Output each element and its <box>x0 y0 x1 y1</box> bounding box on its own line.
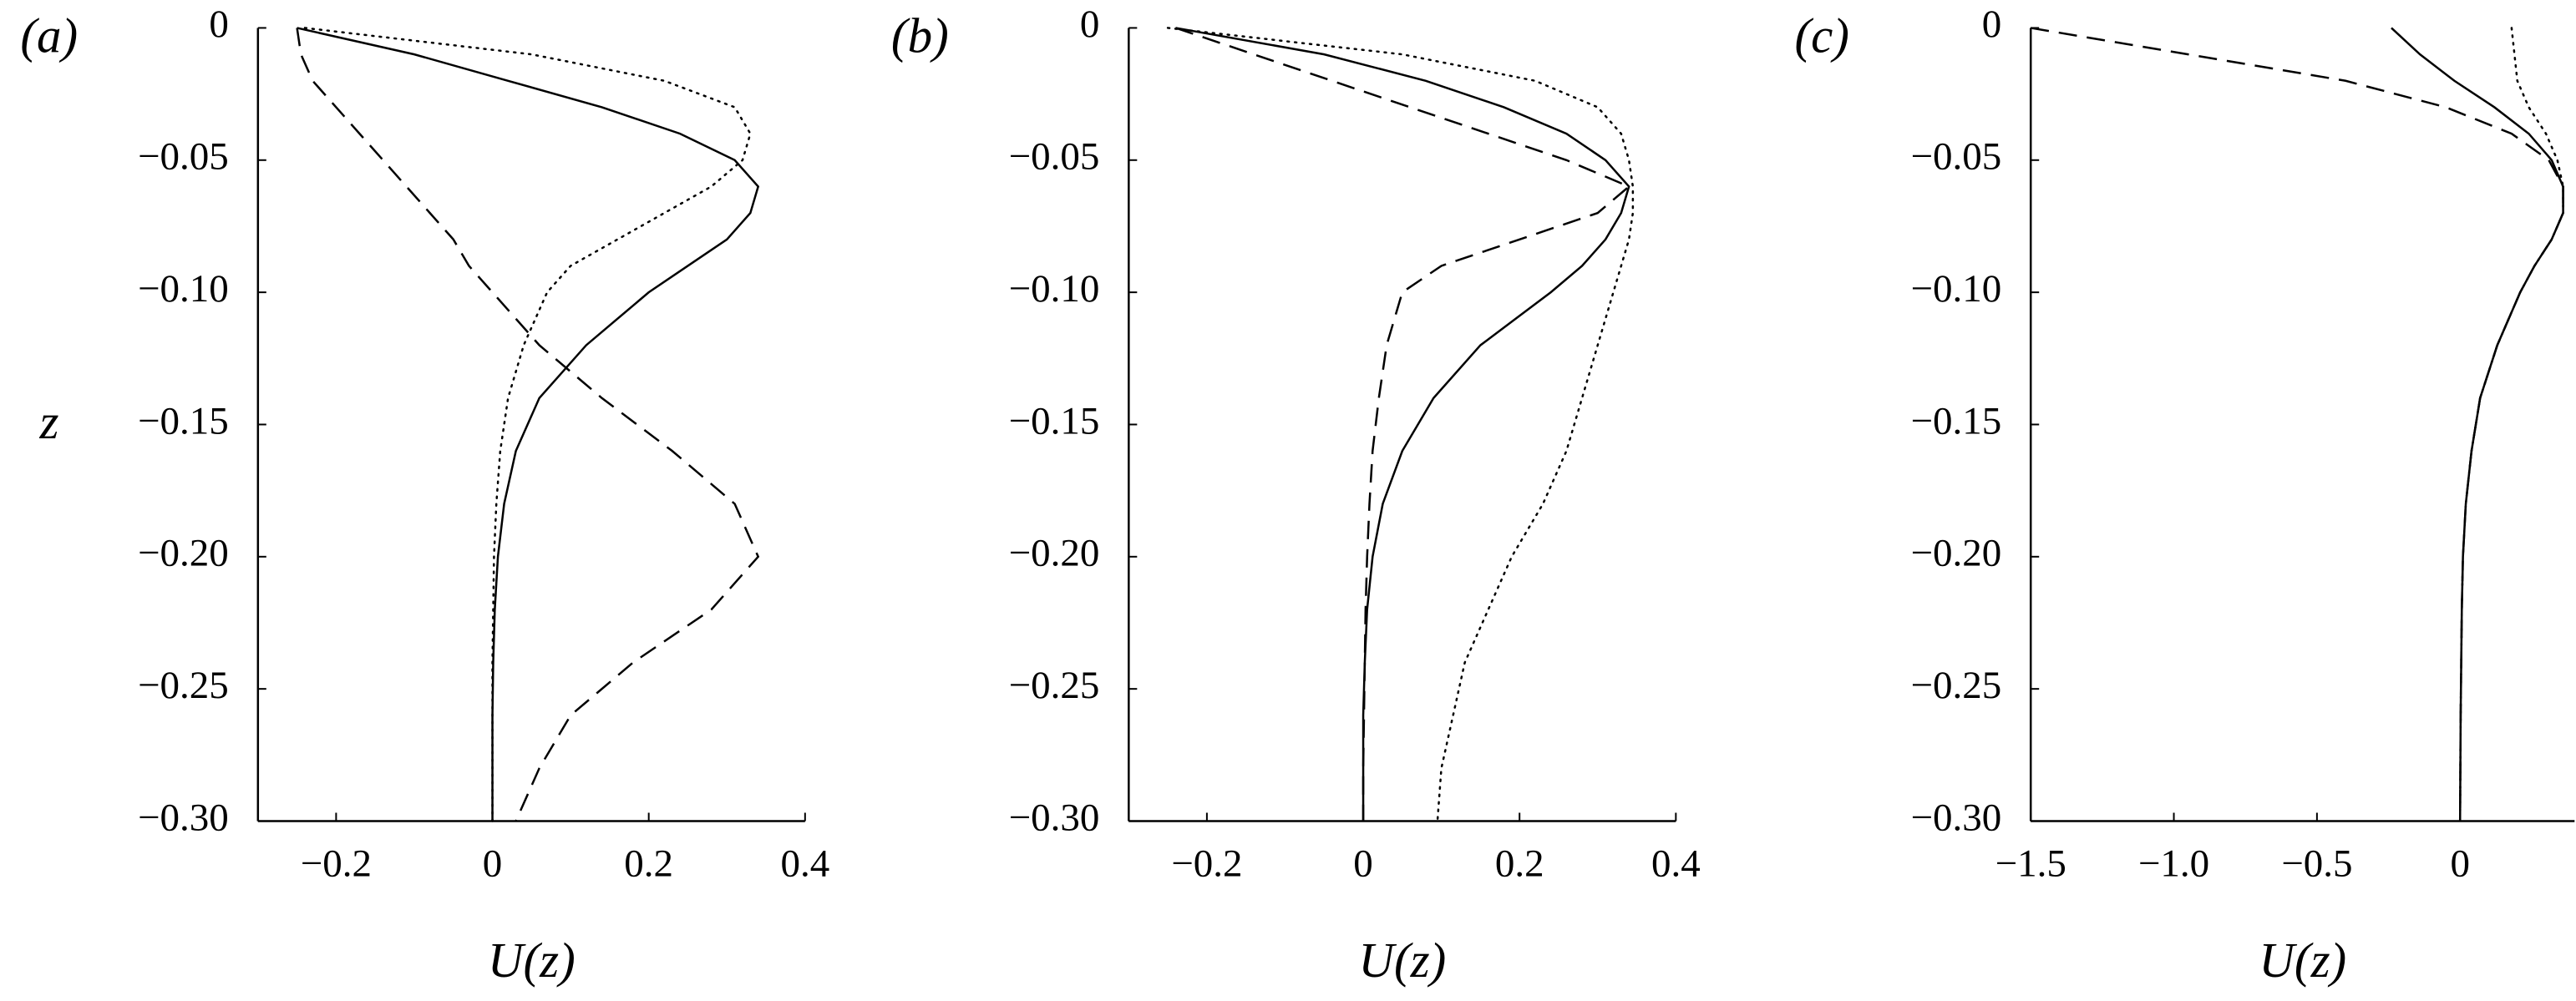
y-tick-label: −0.05 <box>1910 135 2001 179</box>
x-axis-label: U(z) <box>2259 933 2346 988</box>
y-tick-label: −0.25 <box>1910 664 2001 707</box>
y-tick-label: −0.20 <box>138 532 229 575</box>
profile-line <box>296 28 760 822</box>
x-tick-label: −0.2 <box>1171 842 1242 885</box>
x-axis-label: U(z) <box>488 933 576 988</box>
y-tick-label: −0.20 <box>1009 532 1100 575</box>
x-tick-label: 0 <box>483 842 503 885</box>
panel-label: (b) <box>891 8 949 63</box>
y-tick-label: −0.30 <box>1009 796 1100 839</box>
y-tick-label: −0.30 <box>138 796 229 839</box>
profile-line <box>297 27 760 822</box>
x-tick-label: −1.5 <box>1995 842 2066 885</box>
y-tick-label: 0 <box>1080 3 1100 46</box>
panel: 0−0.05−0.10−0.15−0.20−0.25−0.30−0.2 0 0.2 0… <box>20 3 829 988</box>
y-tick-label: −0.10 <box>1910 267 2001 311</box>
x-tick-label: 0 <box>1353 842 1373 885</box>
x-tick-label: −1.0 <box>2138 842 2209 885</box>
x-tick-label: 0 <box>2450 842 2470 885</box>
x-tick-label: −0.5 <box>2281 842 2352 885</box>
x-tick-label: 0.4 <box>780 842 829 885</box>
y-tick-label: −0.25 <box>138 664 229 707</box>
y-tick-label: −0.30 <box>1910 796 2001 839</box>
y-axis-label: z <box>39 394 59 449</box>
profile-line <box>2391 27 2564 822</box>
profile-line <box>2031 27 2564 822</box>
profile-line <box>1175 27 1630 822</box>
x-tick-label: −0.2 <box>301 842 372 885</box>
y-tick-label: −0.15 <box>138 399 229 442</box>
x-tick-label: 0.2 <box>1495 842 1544 885</box>
y-tick-label: 0 <box>1982 3 2002 46</box>
x-axis-label: U(z) <box>1358 933 1446 988</box>
profile-line <box>1166 27 1635 822</box>
y-tick-label: −0.20 <box>1910 532 2001 575</box>
panel: 0−0.05−0.10−0.15−0.20−0.25−0.30−0.2 0 0.2 0… <box>891 3 1701 988</box>
profile-line <box>1175 27 1631 822</box>
y-tick-label: −0.25 <box>1009 664 1100 707</box>
y-tick-label: −0.05 <box>1009 135 1100 179</box>
panel-label: (c) <box>1794 8 1848 63</box>
y-tick-label: −0.05 <box>138 135 229 179</box>
y-tick-label: −0.15 <box>1910 399 2001 442</box>
y-tick-label: −0.15 <box>1009 399 1100 442</box>
y-tick-label: −0.10 <box>138 267 229 311</box>
y-tick-label: −0.10 <box>1009 267 1100 311</box>
panel-label: (a) <box>20 8 78 63</box>
y-tick-label: 0 <box>209 3 229 46</box>
x-tick-label: 0.2 <box>624 842 673 885</box>
x-tick-label: 0.4 <box>1651 842 1701 885</box>
panel: 0 −0.05 −0.10 −0.15 −0.20 −0.25 −0.30−1.5 −1.0 −… <box>1794 3 2575 988</box>
profile-line <box>2458 27 2564 822</box>
